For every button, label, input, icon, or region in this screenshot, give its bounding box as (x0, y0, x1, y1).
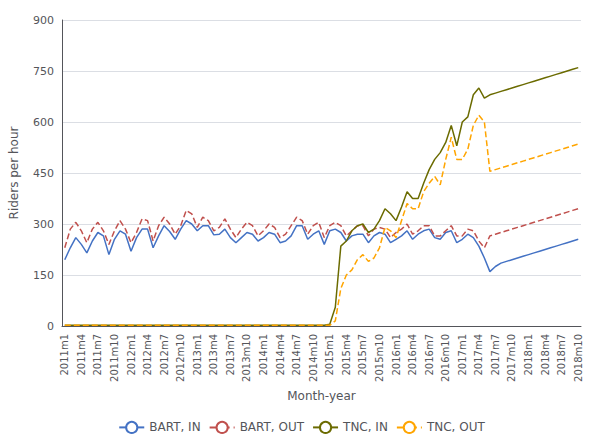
svg-text:2014m4: 2014m4 (275, 334, 286, 376)
svg-text:2017m7: 2017m7 (490, 334, 501, 376)
svg-text:2017m1: 2017m1 (457, 334, 468, 376)
svg-text:Month-year: Month-year (287, 389, 356, 403)
svg-text:600: 600 (33, 116, 54, 129)
svg-text:2016m10: 2016m10 (440, 334, 451, 382)
svg-text:900: 900 (33, 14, 54, 27)
svg-text:2012m7: 2012m7 (159, 334, 170, 376)
svg-text:2012m4: 2012m4 (142, 334, 153, 376)
svg-text:2014m7: 2014m7 (291, 334, 302, 376)
svg-text:2012m10: 2012m10 (175, 334, 186, 382)
svg-text:Riders per hour: Riders per hour (7, 126, 21, 219)
svg-text:2015m4: 2015m4 (341, 334, 352, 376)
svg-text:2012m1: 2012m1 (126, 334, 137, 376)
svg-text:2013m10: 2013m10 (241, 334, 252, 382)
svg-text:2015m7: 2015m7 (357, 334, 368, 376)
svg-text:0: 0 (47, 320, 54, 333)
svg-text:2014m1: 2014m1 (258, 334, 269, 376)
svg-text:2013m4: 2013m4 (208, 334, 219, 376)
svg-text:TNC, OUT: TNC, OUT (426, 420, 486, 434)
svg-text:450: 450 (33, 167, 54, 180)
svg-text:TNC, IN: TNC, IN (342, 420, 388, 434)
svg-text:2016m4: 2016m4 (407, 334, 418, 376)
svg-text:2013m1: 2013m1 (192, 334, 203, 376)
svg-text:2015m10: 2015m10 (374, 334, 385, 382)
svg-text:2018m1: 2018m1 (523, 334, 534, 376)
svg-text:2011m1: 2011m1 (59, 334, 70, 376)
svg-text:2014m10: 2014m10 (308, 334, 319, 382)
svg-text:150: 150 (33, 269, 54, 282)
svg-text:2015m1: 2015m1 (324, 334, 335, 376)
svg-text:2017m4: 2017m4 (473, 334, 484, 376)
svg-text:2013m7: 2013m7 (225, 334, 236, 376)
svg-text:2011m7: 2011m7 (92, 334, 103, 376)
svg-text:2018m10: 2018m10 (573, 334, 584, 382)
svg-text:BART, IN: BART, IN (149, 420, 200, 434)
svg-text:2017m10: 2017m10 (506, 334, 517, 382)
svg-text:300: 300 (33, 218, 54, 231)
svg-text:2016m1: 2016m1 (391, 334, 402, 376)
svg-text:2016m7: 2016m7 (424, 334, 435, 376)
svg-text:2011m4: 2011m4 (76, 334, 87, 376)
svg-text:750: 750 (33, 65, 54, 78)
svg-text:2018m7: 2018m7 (556, 334, 567, 376)
svg-text:BART, OUT: BART, OUT (240, 420, 305, 434)
svg-text:2018m4: 2018m4 (540, 334, 551, 376)
svg-text:2011m10: 2011m10 (109, 334, 120, 382)
